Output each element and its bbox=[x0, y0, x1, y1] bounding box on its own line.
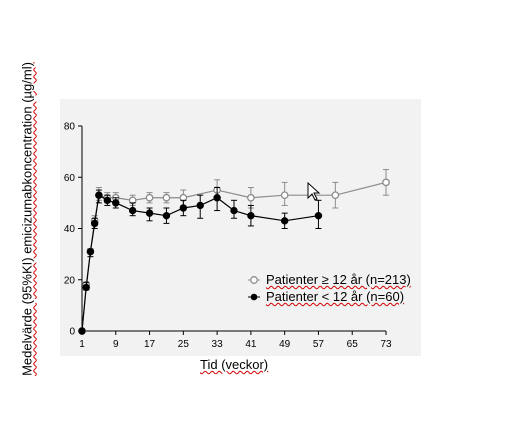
x-tick-label: 9 bbox=[113, 339, 119, 350]
data-point bbox=[179, 204, 188, 212]
data-point bbox=[82, 283, 90, 292]
series-2 bbox=[78, 187, 323, 335]
legend-label-series-1: Patienter ≥ 12 år (n=213) bbox=[266, 272, 411, 287]
x-tick-label: 17 bbox=[144, 339, 156, 350]
x-tick-label: 65 bbox=[347, 339, 359, 350]
mouse-pointer-icon bbox=[307, 182, 321, 201]
data-point bbox=[213, 194, 221, 202]
x-tick-label: 57 bbox=[313, 339, 325, 350]
data-point bbox=[280, 217, 289, 225]
data-point bbox=[90, 219, 99, 228]
data-point bbox=[382, 178, 390, 187]
data-point bbox=[314, 211, 323, 220]
y-tick-label: 60 bbox=[64, 173, 76, 184]
legend-open-circle-marker bbox=[248, 275, 260, 284]
x-axis-label: Tid (veckor) bbox=[200, 357, 269, 372]
legend-item-series-2: Patienter < 12 år (n=60) bbox=[248, 289, 404, 304]
data-point bbox=[103, 196, 112, 205]
data-point bbox=[247, 193, 255, 202]
x-tick-label: 33 bbox=[212, 339, 224, 350]
legend-label-series-2: Patienter < 12 år (n=60) bbox=[266, 289, 405, 304]
data-point bbox=[280, 191, 289, 200]
legend-filled-circle-marker bbox=[248, 293, 260, 300]
tick-labels: 0 20 40 60 80 1 9 17 25 33 41 49 57 65 73 bbox=[64, 122, 392, 351]
y-tick-label: 40 bbox=[64, 224, 76, 235]
x-tick-label: 73 bbox=[380, 339, 392, 350]
data-point bbox=[162, 211, 171, 220]
data-point bbox=[230, 206, 238, 215]
data-point bbox=[128, 206, 137, 215]
series-1 bbox=[78, 169, 390, 335]
x-tick-label: 25 bbox=[178, 339, 190, 350]
x-tick-label: 1 bbox=[79, 339, 85, 350]
y-tick-label: 20 bbox=[64, 275, 76, 286]
data-point bbox=[247, 211, 255, 220]
data-point bbox=[112, 199, 120, 207]
y-tick-label: 0 bbox=[69, 327, 75, 338]
y-axis-label-text: Medelvärde (95%KI) emicizumabkoncentrati… bbox=[19, 62, 35, 376]
data-point bbox=[86, 247, 95, 256]
data-point bbox=[145, 209, 154, 217]
data-point bbox=[162, 193, 171, 202]
data-point bbox=[331, 191, 340, 200]
legend-item-series-1: Patienter ≥ 12 år (n=213) bbox=[248, 272, 411, 287]
series-marks bbox=[78, 169, 390, 335]
plot-area-background bbox=[60, 99, 421, 356]
data-point bbox=[145, 193, 154, 202]
data-point bbox=[78, 327, 86, 335]
y-tick-label: 80 bbox=[64, 122, 76, 133]
data-point bbox=[196, 201, 204, 210]
data-point bbox=[95, 191, 103, 199]
x-tick-label: 41 bbox=[245, 339, 257, 350]
x-tick-label: 49 bbox=[279, 339, 291, 350]
